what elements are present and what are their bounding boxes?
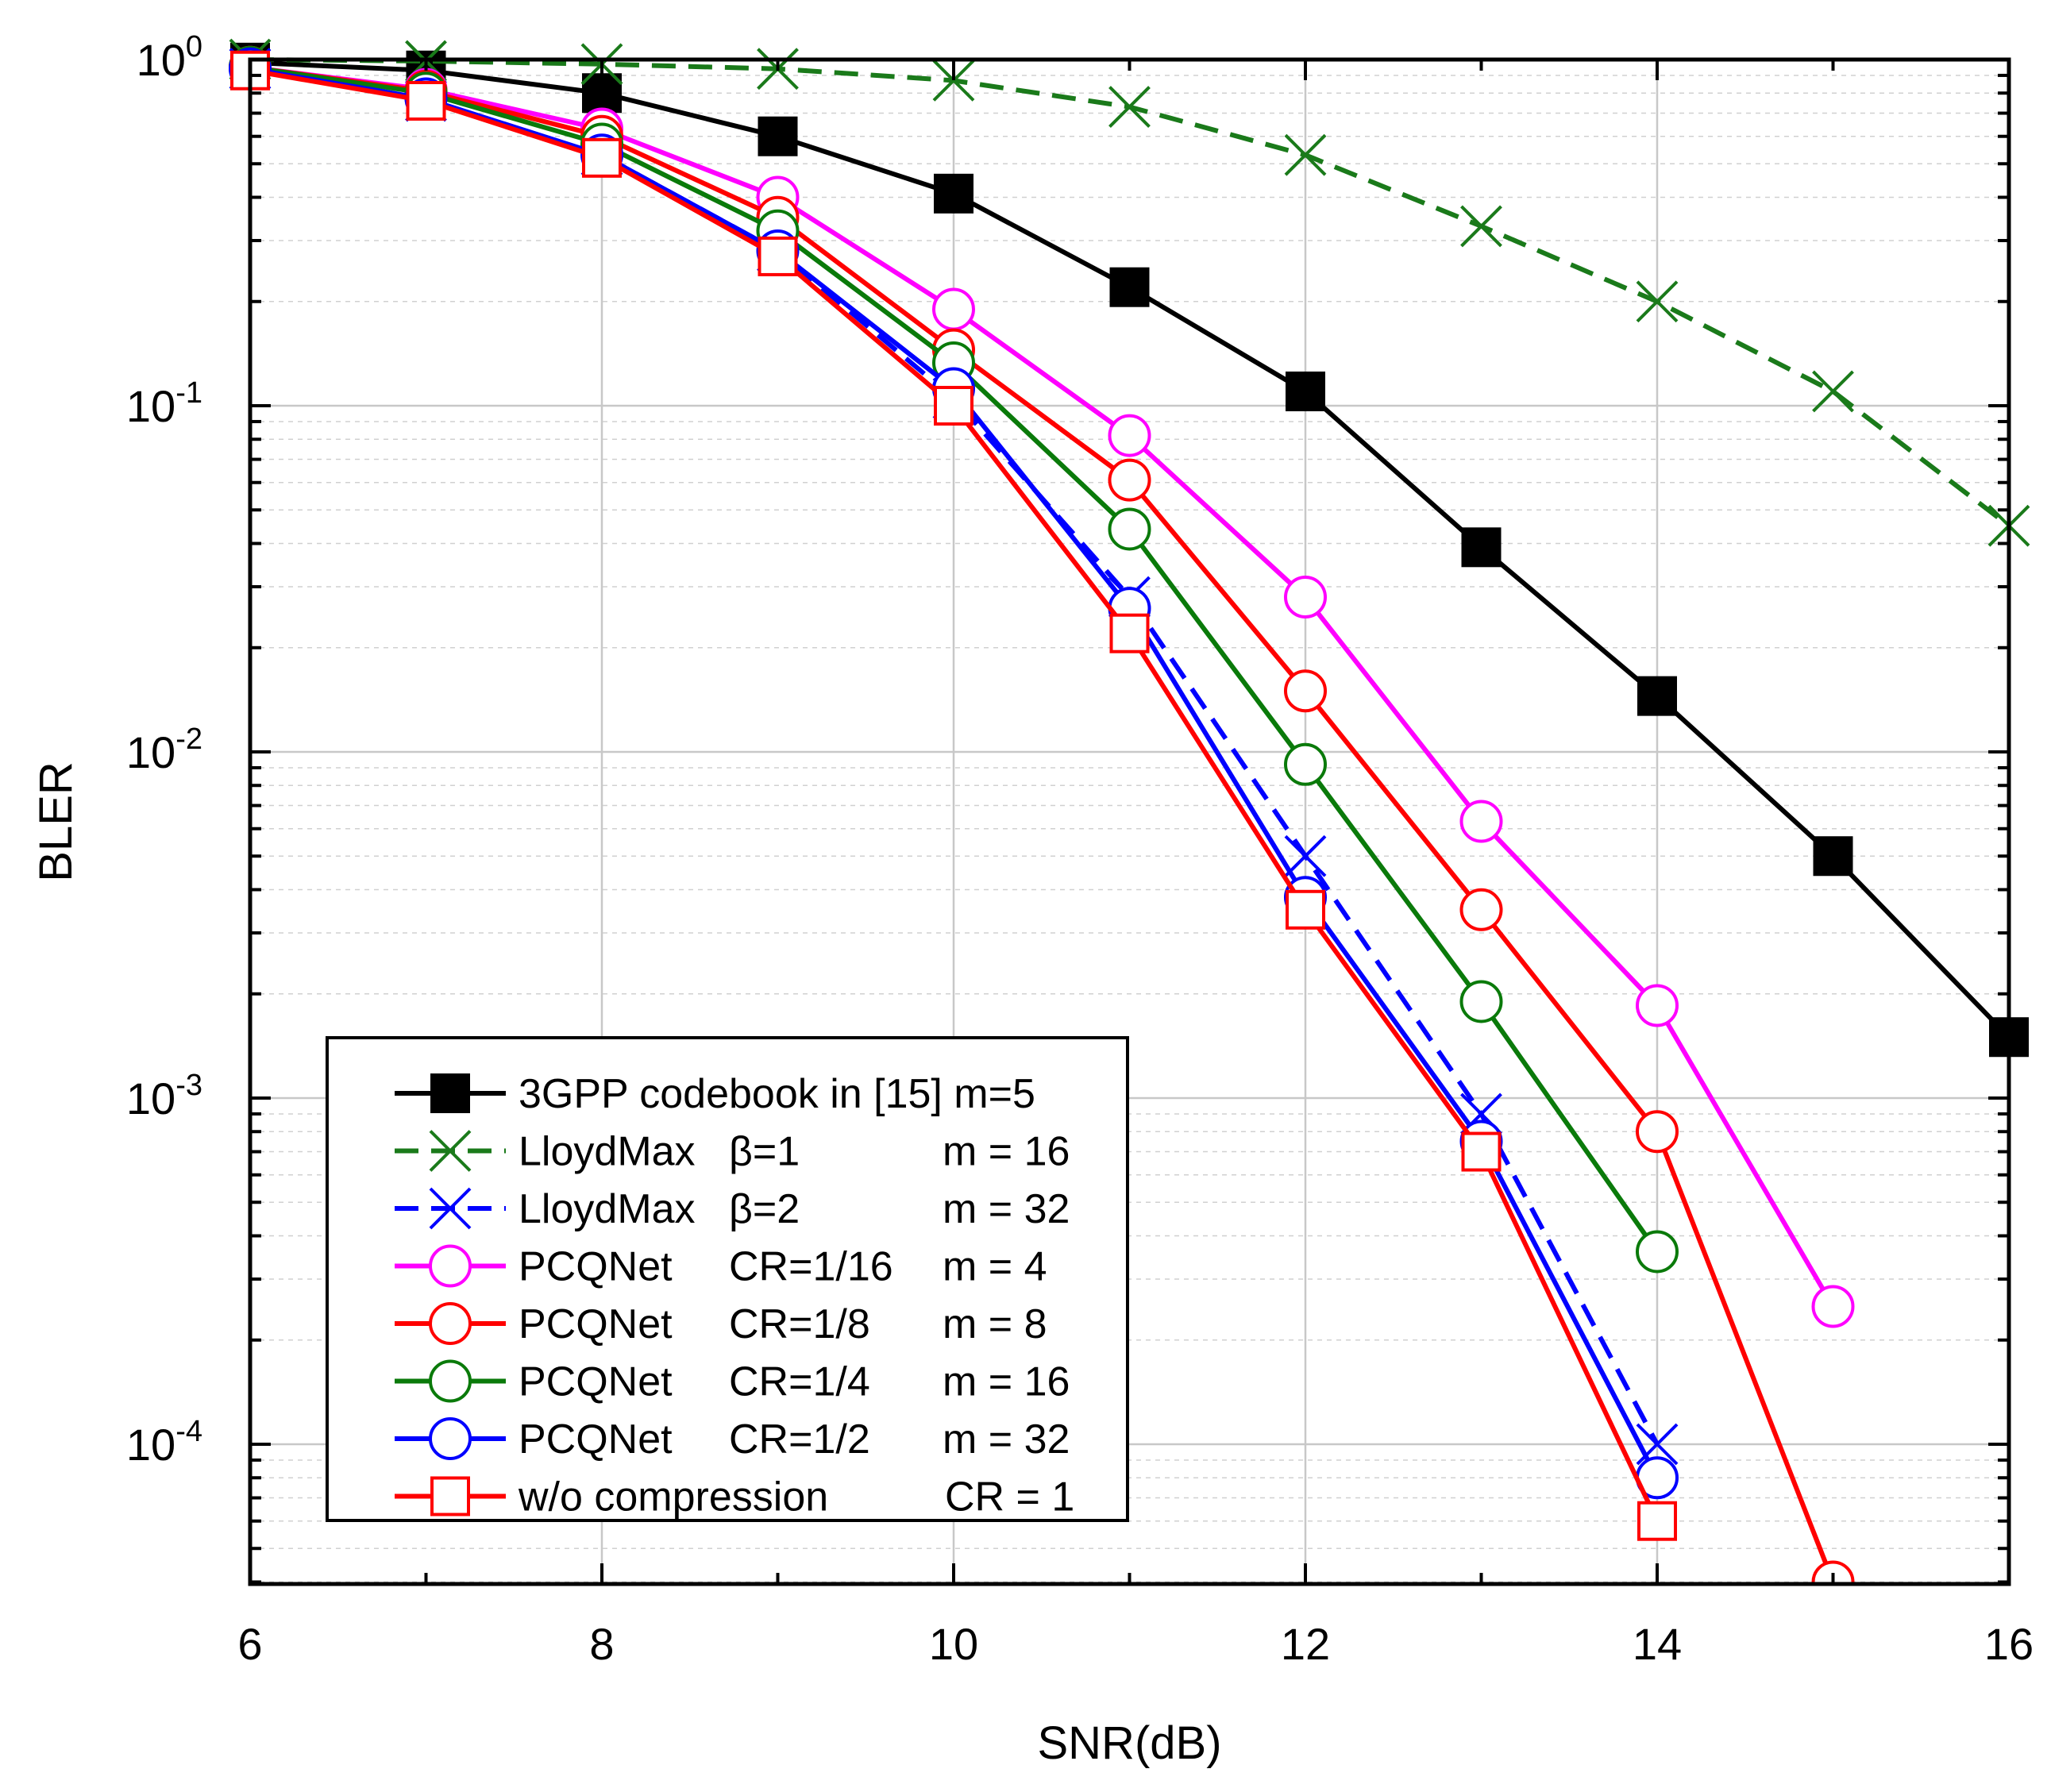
legend-label: CR=1/8 [729, 1301, 870, 1347]
legend-label: CR = 1 [945, 1474, 1074, 1520]
data-point [582, 137, 622, 178]
x-tick-label: 12 [1281, 1619, 1330, 1669]
legend-swatch-marker [430, 1073, 470, 1113]
legend-swatch-marker [429, 1417, 472, 1460]
legend-label: m = 16 [943, 1129, 1070, 1175]
legend-label: 3GPP codebook in [15] m=5 [519, 1071, 1035, 1117]
data-point [758, 116, 798, 156]
data-point [1108, 507, 1151, 551]
legend-entry: PCQNet CR=1/2 m = 32 [395, 1416, 1070, 1463]
y-tick-label: 100 [137, 30, 202, 85]
legend-label: β=1 [729, 1129, 800, 1175]
data-point [1461, 527, 1502, 568]
legend-swatch-marker [429, 1130, 472, 1172]
data-point [934, 386, 973, 426]
data-point [1284, 576, 1327, 619]
series-layer [229, 38, 2030, 1584]
legend-entry: LloydMax β=1 m = 16 [395, 1129, 1070, 1175]
x-tick-label: 8 [589, 1619, 614, 1669]
legend-entry: PCQNet CR=1/4 m = 16 [395, 1359, 1070, 1405]
data-point [1109, 613, 1150, 653]
data-point [1286, 889, 1325, 930]
data-point [1459, 888, 1503, 931]
series-8 [230, 50, 1677, 1541]
legend-label: w/o compression [518, 1474, 828, 1520]
data-point [1812, 370, 1854, 413]
data-point [1636, 984, 1679, 1027]
x-axis-title: SNR(dB) [1037, 1717, 1221, 1769]
series-line [249, 64, 1836, 1583]
data-point [758, 236, 798, 276]
data-point [932, 287, 975, 331]
data-point [1813, 836, 1853, 877]
legend-label: CR=1/4 [729, 1359, 870, 1405]
data-point [1284, 133, 1327, 176]
legend-swatch-marker [429, 1244, 472, 1288]
legend-swatch-marker [429, 1359, 472, 1403]
legend-swatch-marker [430, 1476, 470, 1516]
data-point [1636, 1110, 1679, 1154]
data-point [1637, 1501, 1677, 1541]
y-tick-label: 10-2 [126, 723, 202, 777]
legend-label: m = 16 [943, 1359, 1070, 1405]
legend-label: CR=1/2 [729, 1416, 870, 1463]
data-point [1108, 458, 1151, 502]
y-tick-label: 10-3 [126, 1069, 202, 1123]
legend-swatch-marker [429, 1302, 472, 1345]
y-tick-label: 10-4 [126, 1415, 202, 1470]
x-tick-label: 6 [237, 1619, 262, 1669]
x-tick-label: 14 [1633, 1619, 1682, 1669]
data-point [1459, 800, 1503, 843]
legend-label: PCQNet [519, 1416, 673, 1463]
legend-label: m = 32 [943, 1186, 1070, 1232]
data-point [1108, 86, 1151, 129]
data-point [1461, 1131, 1502, 1172]
data-point [406, 80, 446, 121]
legend-label: m = 4 [943, 1244, 1047, 1290]
data-point [1636, 280, 1679, 323]
legend-entry: PCQNet CR=1/16 m = 4 [395, 1244, 1047, 1290]
data-point [932, 59, 975, 102]
data-point [1811, 1285, 1855, 1328]
legend-entry: 3GPP codebook in [15] m=5 [395, 1071, 1035, 1117]
data-point [1459, 980, 1503, 1023]
legend-swatch-marker [429, 1187, 472, 1230]
legend-entry: PCQNet CR=1/8 m = 8 [395, 1301, 1047, 1347]
legend-entry: LloydMax β=2 m = 32 [395, 1186, 1070, 1232]
data-point [1108, 414, 1151, 457]
legend: 3GPP codebook in [15] m=5 LloydMax β=1 m = … [326, 1036, 1129, 1522]
legend-label: PCQNet [519, 1301, 673, 1347]
legend-label: m = 8 [943, 1301, 1047, 1347]
data-point [1637, 676, 1677, 716]
legend-label: LloydMax [519, 1129, 696, 1175]
y-tick-label: 10-1 [126, 376, 202, 431]
legend-label: PCQNet [519, 1244, 673, 1290]
data-point [1636, 1230, 1679, 1274]
data-point [1284, 669, 1327, 713]
data-point [1286, 371, 1325, 411]
y-axis-title: BLER [30, 761, 82, 882]
data-point [1460, 205, 1502, 248]
legend-label: β=2 [729, 1186, 800, 1232]
data-point [1109, 267, 1150, 307]
data-point [582, 73, 622, 114]
series-line [249, 64, 1836, 1308]
legend-label: CR=1/16 [729, 1244, 893, 1290]
data-point [1284, 834, 1327, 877]
legend-label: m = 32 [943, 1416, 1070, 1463]
legend-entry: w/o compression CR = 1 [395, 1474, 1074, 1520]
x-tick-label: 16 [1984, 1619, 2034, 1669]
data-point [934, 173, 973, 214]
ticks: 6 8 10 12 14 16 100 10-1 10-2 10-3 10-4 [126, 30, 2034, 1669]
data-point [1284, 742, 1327, 786]
legend-label: LloydMax [519, 1186, 696, 1232]
legend-label: PCQNet [519, 1359, 673, 1405]
x-tick-label: 10 [929, 1619, 978, 1669]
